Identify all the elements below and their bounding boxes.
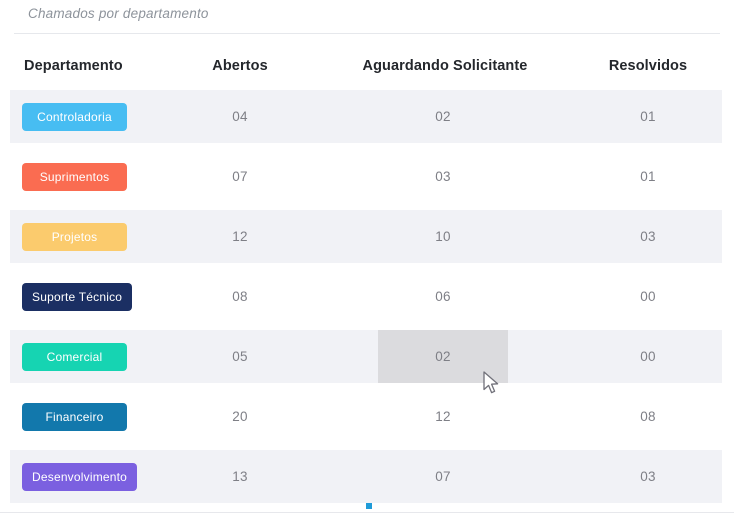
table-row[interactable]: Suporte Técnico 08 06 00 — [10, 270, 722, 323]
bottom-divider — [0, 512, 734, 513]
resolvidos-cell[interactable]: 08 — [640, 409, 656, 424]
aguardando-cell[interactable]: 06 — [435, 289, 451, 304]
column-header-abertos: Abertos — [212, 58, 268, 74]
table-row[interactable]: Comercial 05 02 00 — [10, 330, 722, 383]
resolvidos-cell[interactable]: 03 — [640, 469, 656, 484]
abertos-cell[interactable]: 12 — [232, 229, 248, 244]
abertos-cell[interactable]: 20 — [232, 409, 248, 424]
department-cell: Suporte Técnico — [22, 270, 133, 323]
column-header-resolvidos: Resolvidos — [608, 58, 688, 74]
column-header-departamento: Departamento — [24, 58, 123, 74]
table-row[interactable]: Suprimentos 07 03 01 — [10, 150, 722, 203]
resolvidos-cell[interactable]: 01 — [640, 109, 656, 124]
resolvidos-cell[interactable]: 01 — [640, 169, 656, 184]
aguardando-cell[interactable]: 03 — [435, 169, 451, 184]
abertos-cell[interactable]: 08 — [232, 289, 248, 304]
department-badge[interactable]: Financeiro — [22, 402, 127, 431]
abertos-cell[interactable]: 05 — [232, 349, 248, 364]
abertos-cell[interactable]: 07 — [232, 169, 248, 184]
resolvidos-cell[interactable]: 03 — [640, 229, 656, 244]
resolvidos-cell[interactable]: 00 — [640, 289, 656, 304]
abertos-cell[interactable]: 04 — [232, 109, 248, 124]
aguardando-cell[interactable]: 02 — [435, 109, 451, 124]
table-row[interactable]: Financeiro 20 12 08 — [10, 390, 722, 443]
table-body: Controladoria 04 02 01 Suprimentos 07 03… — [10, 90, 722, 510]
resolvidos-cell[interactable]: 00 — [640, 349, 656, 364]
column-header-aguardando-solicitante: Aguardando Solicitante — [362, 58, 528, 74]
department-badge[interactable]: Suporte Técnico — [22, 282, 133, 311]
department-cell: Comercial — [22, 330, 127, 383]
title-divider — [14, 33, 720, 34]
pagination-dot[interactable] — [366, 503, 372, 509]
department-cell: Financeiro — [22, 390, 127, 443]
department-cell: Controladoria — [22, 90, 127, 143]
department-badge[interactable]: Desenvolvimento — [22, 462, 138, 491]
department-cell: Projetos — [22, 210, 127, 263]
department-badge[interactable]: Controladoria — [22, 102, 127, 131]
table-row[interactable]: Projetos 12 10 03 — [10, 210, 722, 263]
department-badge[interactable]: Suprimentos — [22, 162, 127, 191]
department-badge[interactable]: Comercial — [22, 342, 127, 371]
abertos-cell[interactable]: 13 — [232, 469, 248, 484]
aguardando-cell[interactable]: 02 — [378, 330, 508, 383]
widget-title: Chamados por departamento — [28, 6, 209, 21]
table-row[interactable]: Desenvolvimento 13 07 03 — [10, 450, 722, 503]
table-row[interactable]: Controladoria 04 02 01 — [10, 90, 722, 143]
department-cell: Desenvolvimento — [22, 450, 138, 503]
department-cell: Suprimentos — [22, 150, 127, 203]
aguardando-cell[interactable]: 12 — [435, 409, 451, 424]
aguardando-cell[interactable]: 10 — [435, 229, 451, 244]
department-badge[interactable]: Projetos — [22, 222, 127, 251]
aguardando-cell[interactable]: 07 — [435, 469, 451, 484]
